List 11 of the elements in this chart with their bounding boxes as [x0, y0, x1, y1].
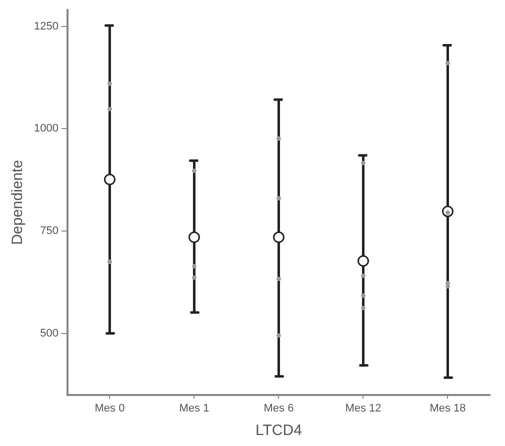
x-tick-label: Mes 0	[94, 402, 125, 414]
y-axis-title: Dependiente	[9, 160, 26, 245]
x-tick-label: Mes 6	[264, 402, 294, 414]
y-tick-label: 1000	[34, 122, 58, 135]
x-tick-label: Mes 18	[430, 402, 466, 414]
y-tick-label: 1250	[34, 20, 58, 32]
y-tick-label: 750	[40, 225, 58, 238]
x-tick-label: Mes 1	[179, 402, 210, 414]
x-axis-title: LTCD4	[256, 422, 302, 440]
y-tick-label: 500	[40, 327, 58, 340]
x-tick-label: Mes 12	[345, 402, 382, 414]
